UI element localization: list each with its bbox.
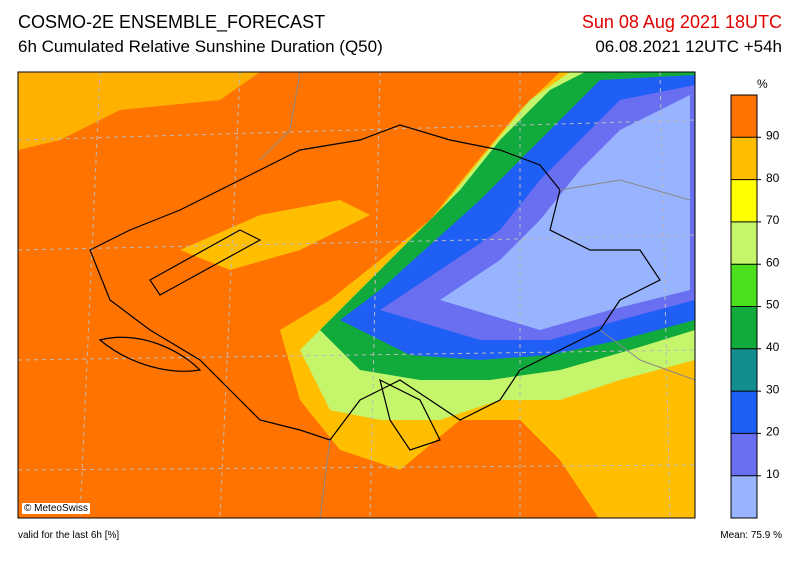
colorbar-swatch xyxy=(731,264,757,307)
colorbar-unit: % xyxy=(757,77,768,91)
colorbar-swatch xyxy=(731,433,757,476)
colorbar-swatch xyxy=(731,348,757,392)
colorbar-tick-label: 90 xyxy=(766,128,780,142)
colorbar-tick-label: 20 xyxy=(766,425,780,439)
subtitle: 6h Cumulated Relative Sunshine Duration … xyxy=(18,37,383,56)
run-time: 06.08.2021 12UTC +54h xyxy=(595,37,782,56)
colorbar-swatch xyxy=(731,179,757,222)
colorbar: 10 20 30 40 50 60 70 80 90% xyxy=(730,77,780,519)
colorbar-tick-label: 40 xyxy=(766,340,780,354)
map xyxy=(18,72,695,518)
copyright: © MeteoSwiss xyxy=(22,503,91,514)
colorbar-swatch xyxy=(731,95,757,138)
colorbar-swatch xyxy=(731,391,757,434)
colorbar-swatch xyxy=(731,137,757,180)
colorbar-tick-label: 70 xyxy=(766,213,780,227)
valid-time: Sun 08 Aug 2021 18UTC xyxy=(581,12,782,32)
validity-note: valid for the last 6h [%] xyxy=(18,530,120,541)
colorbar-swatch xyxy=(731,221,757,265)
colorbar-swatch xyxy=(731,306,757,349)
colorbar-swatch xyxy=(731,475,757,518)
mean-value: Mean: 75.9 % xyxy=(720,530,782,541)
colorbar-tick-label: 80 xyxy=(766,171,780,185)
colorbar-tick-label: 10 xyxy=(766,467,780,481)
colorbar-tick-label: 50 xyxy=(766,298,780,312)
title: COSMO-2E ENSEMBLE_FORECAST xyxy=(18,12,326,32)
colorbar-tick-label: 30 xyxy=(766,382,780,396)
map-frame xyxy=(17,71,696,519)
colorbar-tick-label: 60 xyxy=(766,255,780,269)
